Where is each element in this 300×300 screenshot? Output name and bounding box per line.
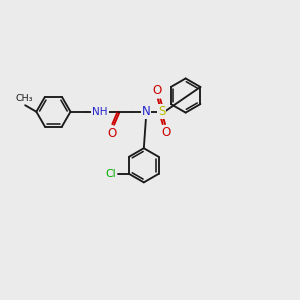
Text: N: N bbox=[142, 105, 151, 118]
Text: CH₃: CH₃ bbox=[15, 94, 33, 103]
Text: S: S bbox=[158, 105, 165, 118]
Text: NH: NH bbox=[92, 107, 108, 117]
Text: O: O bbox=[107, 127, 116, 140]
Text: O: O bbox=[153, 84, 162, 97]
Text: Cl: Cl bbox=[106, 169, 116, 179]
Text: O: O bbox=[161, 126, 170, 140]
